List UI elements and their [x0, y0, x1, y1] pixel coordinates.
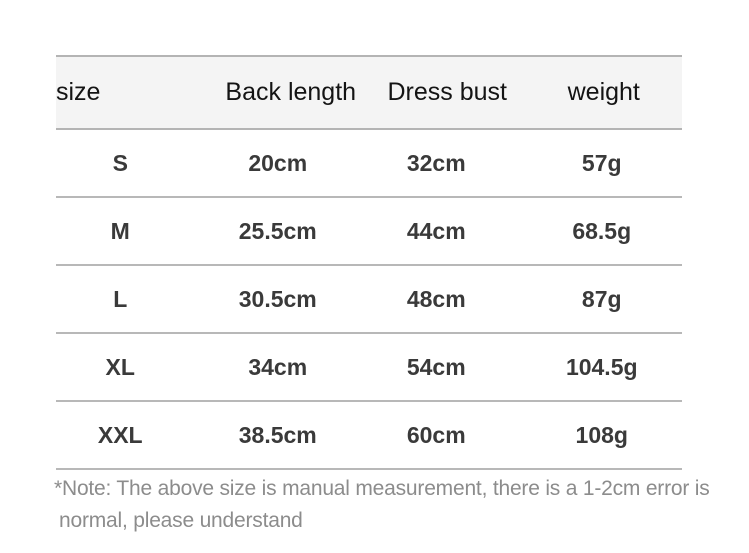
cell-size: XXL	[56, 401, 213, 470]
cell-dress-bust: 32cm	[369, 129, 526, 198]
cell-weight: 108g	[525, 401, 682, 470]
cell-back-length: 38.5cm	[212, 401, 369, 470]
table-row: M 25.5cm 44cm 68.5g	[56, 197, 682, 266]
cell-size: XL	[56, 333, 213, 402]
cell-dress-bust: 44cm	[369, 197, 526, 266]
cell-weight: 104.5g	[525, 333, 682, 402]
cell-back-length: 34cm	[212, 333, 369, 402]
cell-size: L	[56, 265, 213, 334]
cell-back-length: 25.5cm	[212, 197, 369, 266]
cell-weight: 87g	[525, 265, 682, 334]
cell-size: M	[56, 197, 213, 266]
cell-back-length: 20cm	[212, 129, 369, 198]
column-header-weight: weight	[525, 55, 682, 130]
column-header-dress-bust: Dress bust	[369, 55, 526, 130]
table-header: size Back length Dress bust weight	[56, 55, 682, 130]
cell-dress-bust: 54cm	[369, 333, 526, 402]
size-note-line-1: *Note: The above size is manual measurem…	[54, 477, 710, 500]
cell-back-length: 30.5cm	[212, 265, 369, 334]
size-chart-table: size Back length Dress bust weight S 20c…	[56, 55, 682, 470]
table-row: XXL 38.5cm 60cm 108g	[56, 401, 682, 470]
cell-size: S	[56, 129, 213, 198]
cell-dress-bust: 60cm	[369, 401, 526, 470]
column-header-size: size	[56, 55, 213, 130]
size-note-line-2: normal, please understand	[59, 509, 303, 532]
column-header-back-length: Back length	[212, 55, 369, 130]
table-row: XL 34cm 54cm 104.5g	[56, 333, 682, 402]
size-note: *Note: The above size is manual measurem…	[54, 473, 714, 537]
table-header-row: size Back length Dress bust weight	[56, 55, 682, 130]
table-body: S 20cm 32cm 57g M 25.5cm 44cm 68.5g L 30…	[56, 129, 682, 470]
table-row: L 30.5cm 48cm 87g	[56, 265, 682, 334]
table-row: S 20cm 32cm 57g	[56, 129, 682, 198]
cell-weight: 68.5g	[525, 197, 682, 266]
cell-weight: 57g	[525, 129, 682, 198]
cell-dress-bust: 48cm	[369, 265, 526, 334]
